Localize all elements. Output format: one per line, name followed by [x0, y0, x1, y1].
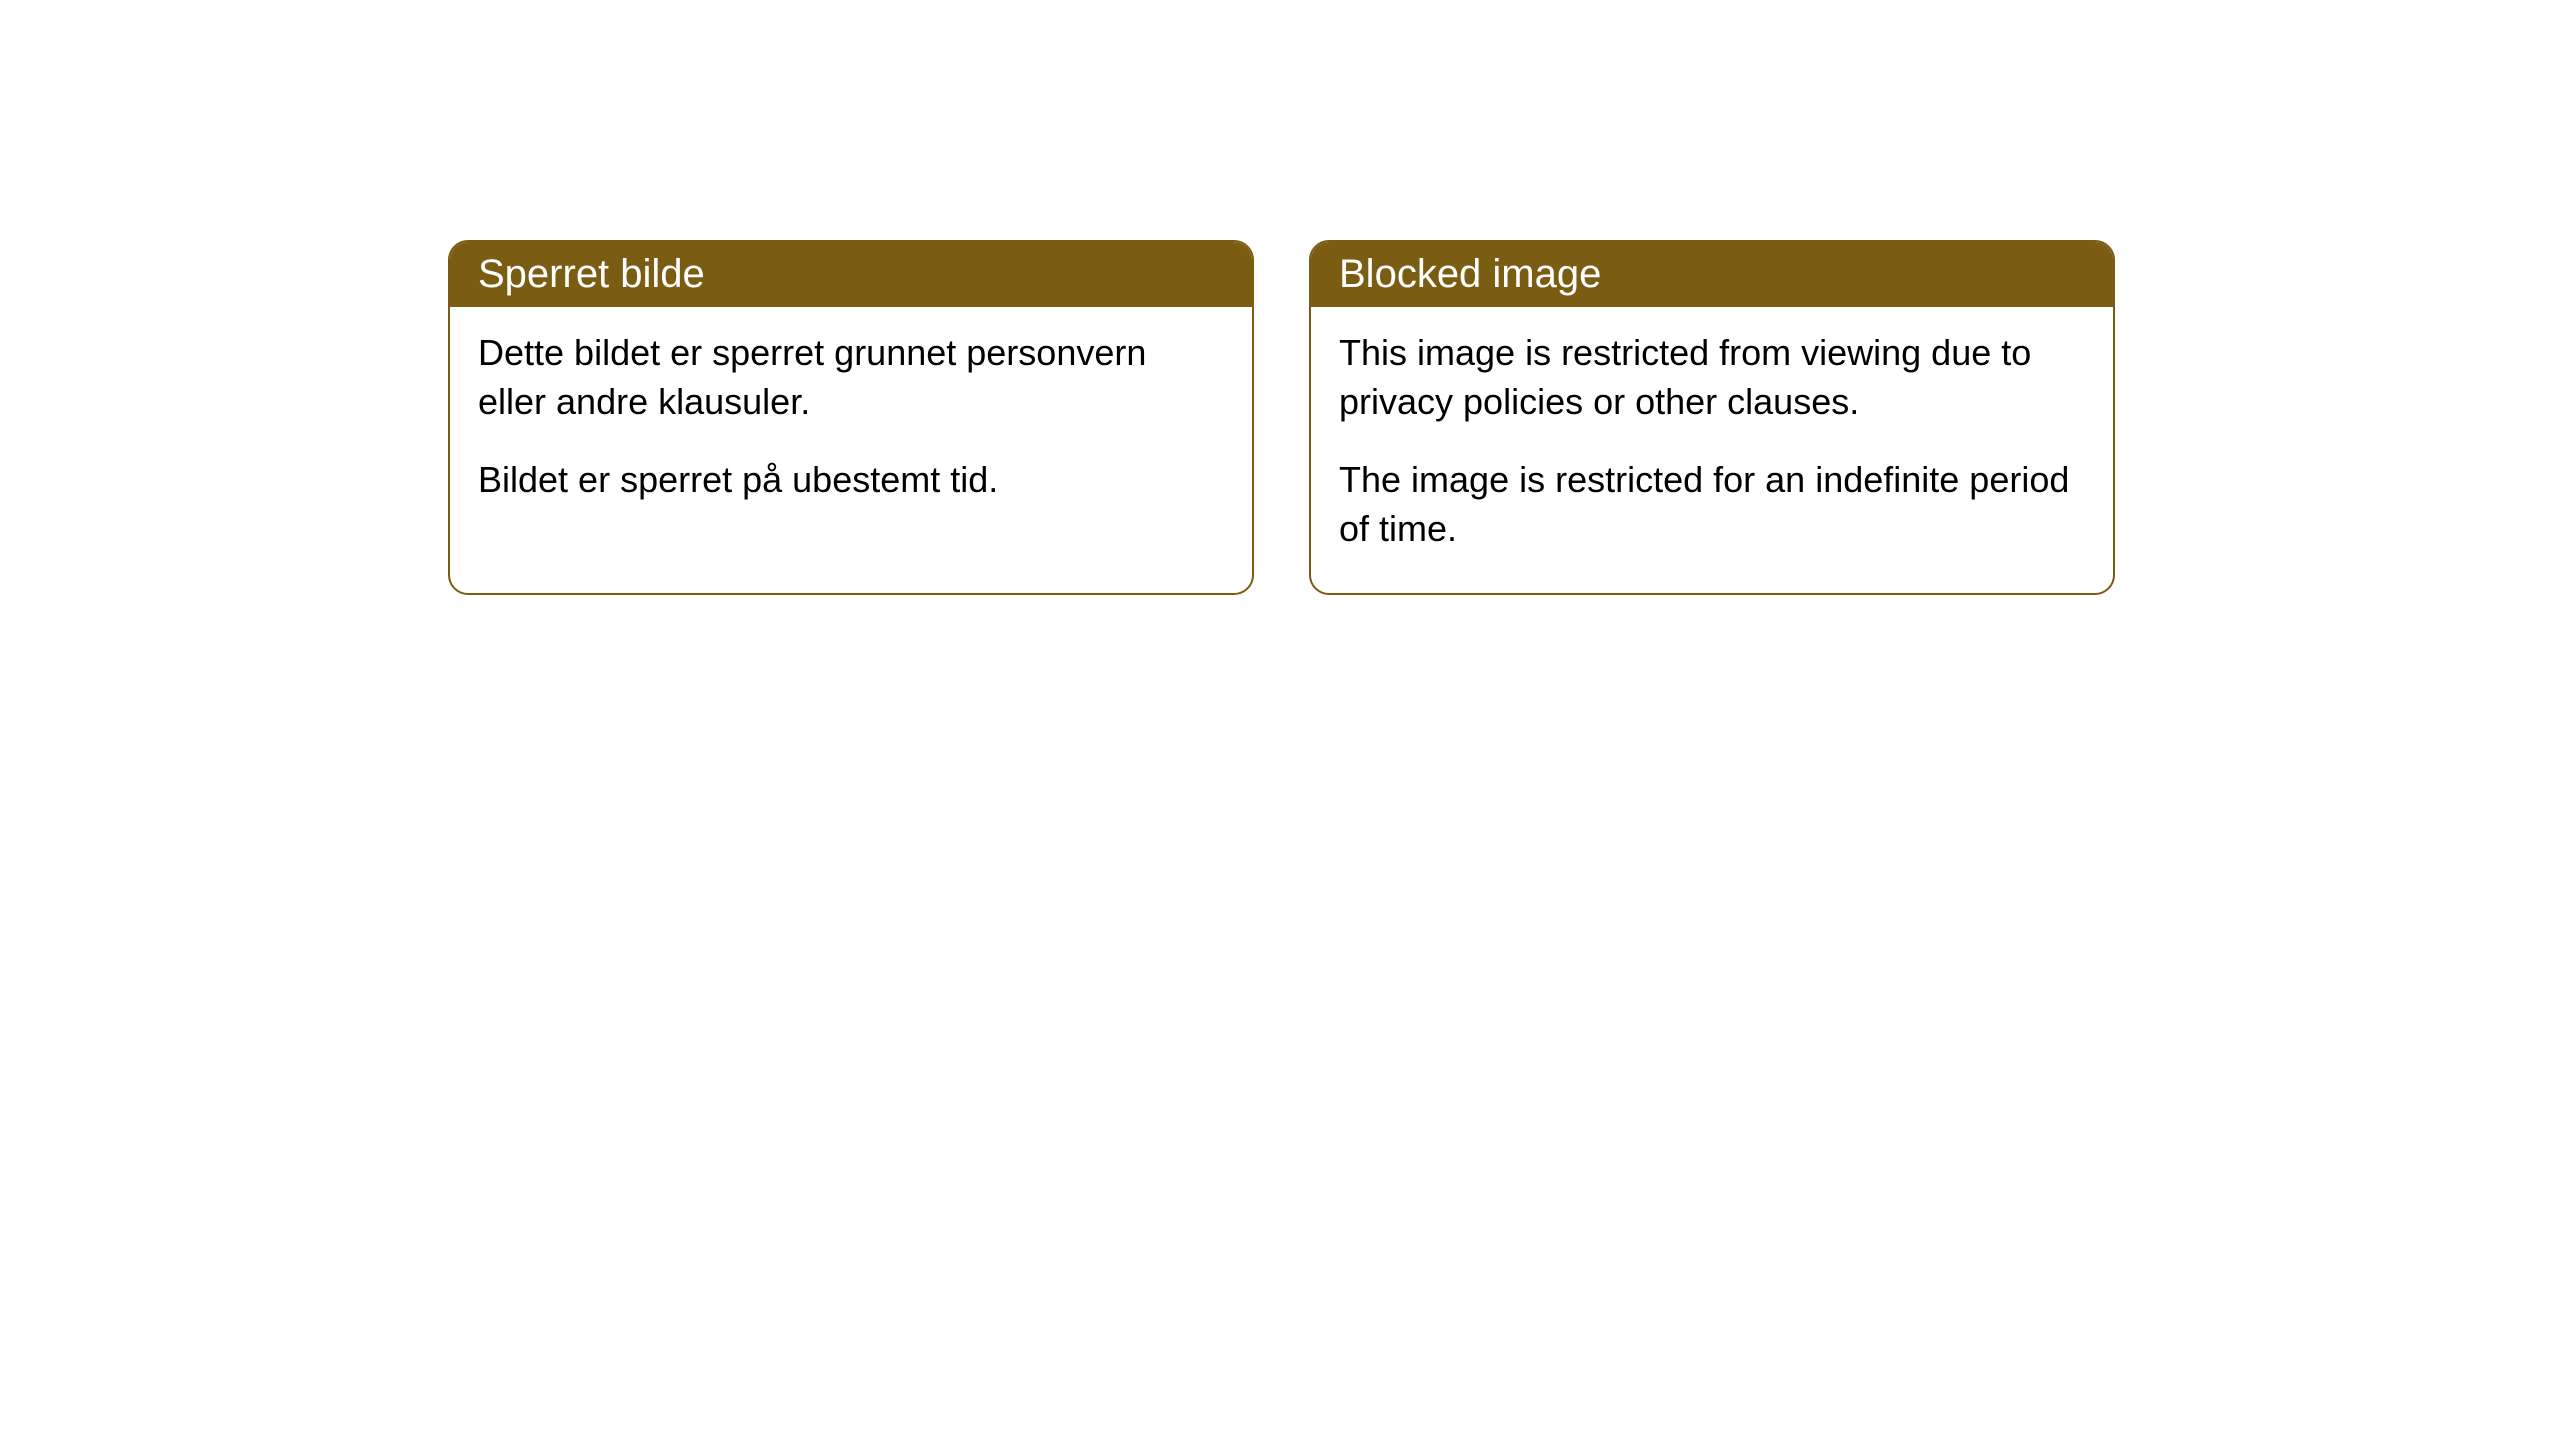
card-body: This image is restricted from viewing du… — [1311, 307, 2113, 593]
card-paragraph: The image is restricted for an indefinit… — [1339, 456, 2085, 553]
card-title: Sperret bilde — [450, 242, 1252, 307]
card-paragraph: Dette bildet er sperret grunnet personve… — [478, 329, 1224, 426]
blocked-image-card-english: Blocked image This image is restricted f… — [1309, 240, 2115, 595]
blocked-image-card-norwegian: Sperret bilde Dette bildet er sperret gr… — [448, 240, 1254, 595]
card-paragraph: Bildet er sperret på ubestemt tid. — [478, 456, 1224, 505]
card-paragraph: This image is restricted from viewing du… — [1339, 329, 2085, 426]
notice-container: Sperret bilde Dette bildet er sperret gr… — [448, 240, 2115, 595]
card-body: Dette bildet er sperret grunnet personve… — [450, 307, 1252, 545]
card-title: Blocked image — [1311, 242, 2113, 307]
